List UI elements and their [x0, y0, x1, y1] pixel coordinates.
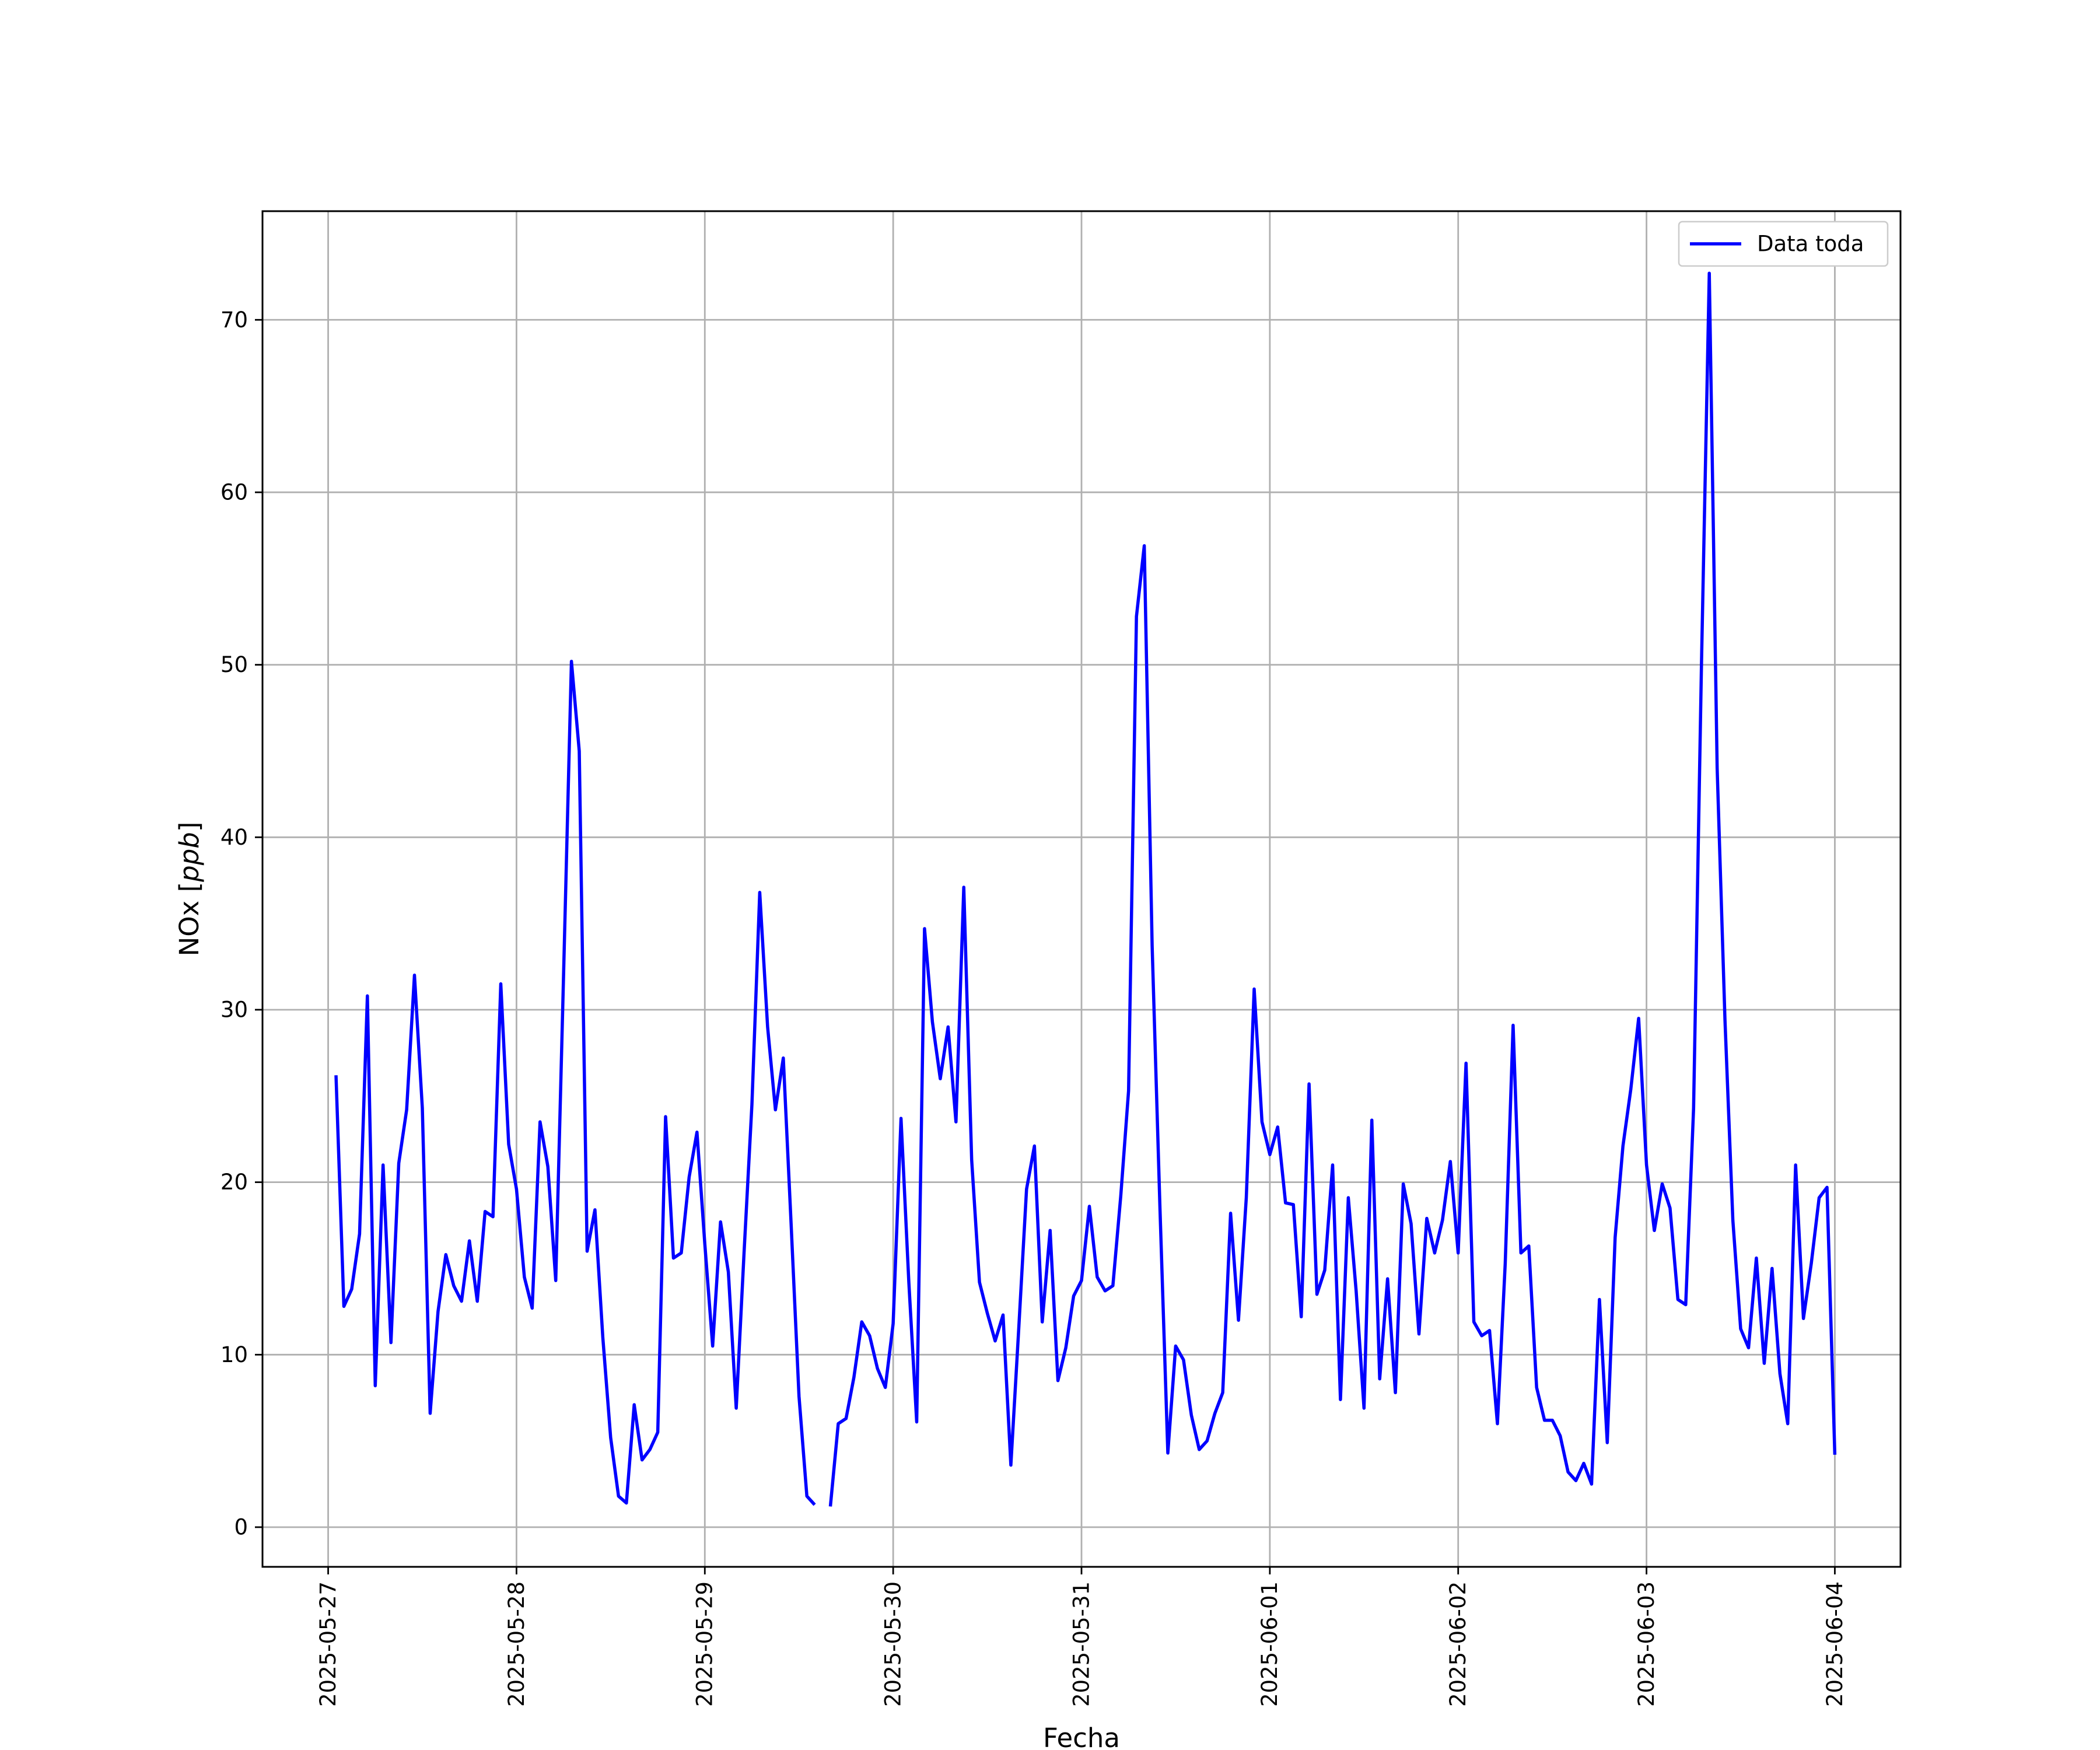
x-axis-label: Fecha: [1043, 1723, 1120, 1750]
y-tick-label: 0: [234, 1514, 248, 1539]
y-tick-label: 70: [220, 307, 248, 332]
x-tick-label: 2025-06-04: [1822, 1581, 1847, 1707]
x-tick-label: 2025-06-01: [1257, 1581, 1282, 1707]
y-tick-label: 40: [220, 825, 248, 850]
x-tick-label: 2025-06-03: [1634, 1581, 1659, 1707]
y-axis-label-close: ]: [174, 822, 205, 832]
x-tick-label: 2025-05-29: [692, 1581, 718, 1707]
y-axis-label-unit: ppb: [174, 832, 205, 883]
y-tick-label: 60: [220, 480, 248, 505]
y-tick-label: 10: [220, 1342, 248, 1367]
x-tick-label: 2025-05-30: [880, 1581, 905, 1707]
y-axis-ticks: 0 10 20 30 40 50 60 70: [220, 307, 262, 1539]
x-tick-label: 2025-05-31: [1069, 1581, 1094, 1707]
legend: Data toda: [1678, 220, 1889, 267]
y-tick-label: 50: [220, 652, 248, 677]
x-axis-ticks: 2025-05-27 2025-05-28 2025-05-29 2025-05-30…: [316, 1567, 1847, 1707]
legend-box: [1678, 220, 1889, 267]
legend-label-data-toda: Data toda: [1757, 232, 1864, 257]
x-tick-label: 2025-05-28: [504, 1581, 529, 1707]
y-tick-label: 20: [220, 1170, 248, 1195]
x-tick-label: 2025-06-02: [1446, 1581, 1471, 1707]
x-tick-label: 2025-05-27: [316, 1581, 341, 1707]
y-axis-label: NOx [ppb]: [174, 822, 205, 957]
series-line-data-toda: [334, 659, 816, 1506]
grid: [262, 211, 1901, 1567]
series-layer: [334, 271, 1837, 1507]
y-axis-label-text: NOx [: [174, 882, 205, 957]
y-tick-label: 30: [220, 997, 248, 1022]
series-line-data-toda: [828, 271, 1837, 1507]
